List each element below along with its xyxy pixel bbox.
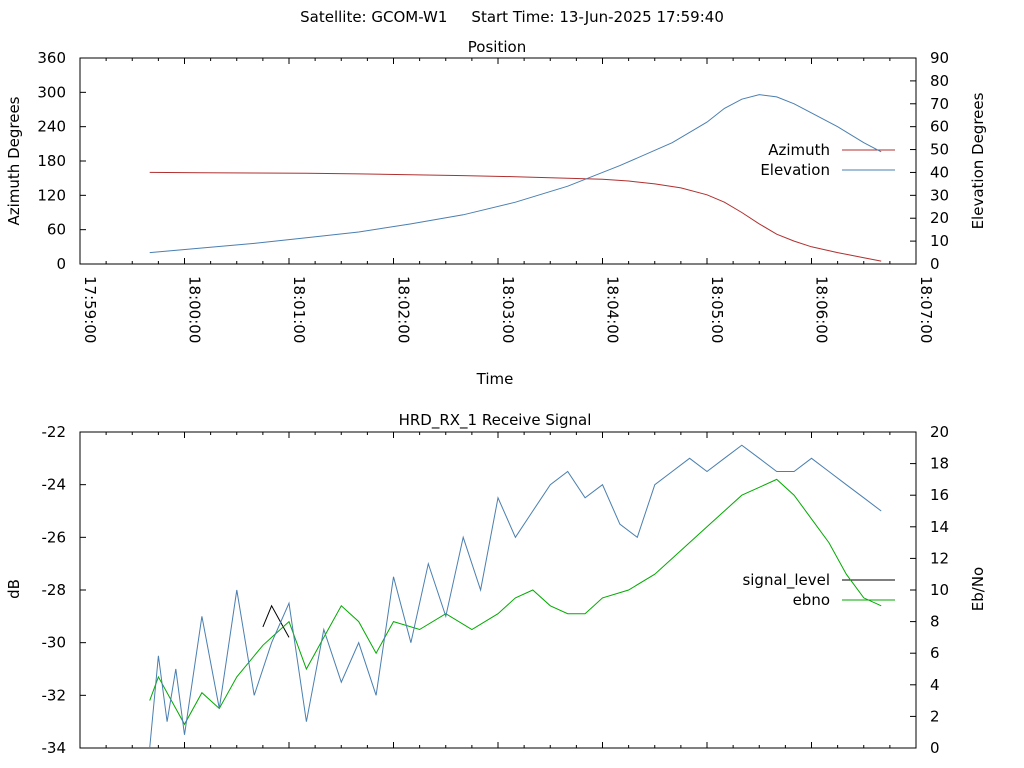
y2-tick-label: 10	[930, 581, 949, 599]
legend-label: Azimuth	[768, 141, 830, 159]
x-tick-label: 18:00:00	[186, 276, 204, 343]
x-tick-label: 18:01:00	[290, 276, 308, 343]
start-time-label: Start Time: 13-Jun-2025 17:59:40	[471, 8, 723, 26]
x-tick-label: 18:02:00	[395, 276, 413, 343]
legend-label: ebno	[793, 591, 830, 609]
y-tick-label: 120	[37, 186, 66, 204]
legend-label: Elevation	[760, 161, 830, 179]
y2-tick-label: 40	[930, 163, 949, 181]
y2-tick-label: 20	[930, 423, 949, 441]
plot-frame	[79, 431, 917, 749]
satellite-label: Satellite: GCOM-W1	[300, 8, 447, 26]
y-tick-label: 0	[56, 255, 66, 273]
y2-tick-label: 70	[930, 95, 949, 113]
x-tick-label: 18:04:00	[604, 276, 622, 343]
position-plot: 17:59:00 18:00:00 18:01:00 18:02:00 18:03:00…	[37, 49, 949, 343]
x-tick-label: 18:07:00	[917, 276, 935, 343]
position-x-axis-label: Time	[476, 370, 514, 388]
position-chart: Position Time Azimuth Degrees Elevation …	[5, 38, 987, 388]
position-y2-axis-label: Elevation Degrees	[969, 92, 987, 229]
y2-tick-label: 2	[930, 707, 940, 725]
y2-tick-label: 20	[930, 209, 949, 227]
y2-tick-label: 6	[930, 644, 940, 662]
y-tick-label: -24	[42, 476, 67, 494]
y-tick-label: 180	[37, 152, 66, 170]
series-line	[149, 478, 882, 726]
signal-chart: HRD_RX_1 Receive Signal dB Eb/No -34-32-…	[5, 411, 987, 757]
x-tick-label: 18:06:00	[813, 276, 831, 343]
y2-tick-label: 10	[930, 232, 949, 250]
y2-tick-label: 50	[930, 141, 949, 159]
position-chart-title: Position	[468, 38, 526, 56]
signal-plot: -34 -32 -30 -28 -26 -24 -22 0 2 4 6 8 10 12 14 16 18 20 si…	[42, 423, 950, 757]
series-line	[149, 444, 882, 749]
y2-tick-label: 8	[930, 613, 940, 631]
y2-tick-label: 14	[930, 518, 949, 536]
signal-y-axis-label: dB	[5, 579, 23, 599]
y-tick-label: 300	[37, 83, 66, 101]
signal-chart-title: HRD_RX_1 Receive Signal	[399, 411, 592, 430]
y2-tick-label: 90	[930, 49, 949, 67]
y-tick-label: -28	[42, 581, 67, 599]
y-tick-label: 60	[47, 221, 66, 239]
x-tick-label: 18:03:00	[499, 276, 517, 343]
y-tick-label: -26	[42, 528, 67, 546]
series-line	[262, 604, 290, 638]
y-tick-label: -34	[42, 739, 67, 757]
y2-tick-label: 0	[930, 255, 940, 273]
x-tick-label: 17:59:00	[81, 276, 99, 343]
y2-tick-label: 18	[930, 455, 949, 473]
y-tick-label: 360	[37, 49, 66, 67]
y-tick-label: -22	[42, 423, 67, 441]
legend-label: signal_level	[742, 571, 830, 590]
series-line	[149, 171, 882, 262]
y2-tick-label: 0	[930, 739, 940, 757]
y2-tick-label: 16	[930, 486, 949, 504]
y2-tick-label: 12	[930, 549, 949, 567]
position-y-axis-label: Azimuth Degrees	[5, 96, 23, 225]
y2-tick-label: 60	[930, 118, 949, 136]
header-title: Satellite: GCOM-W1 Start Time: 13-Jun-202…	[300, 8, 724, 26]
y2-tick-label: 80	[930, 72, 949, 90]
signal-y2-axis-label: Eb/No	[969, 567, 987, 611]
y2-tick-label: 30	[930, 186, 949, 204]
x-tick-label: 18:05:00	[708, 276, 726, 343]
y-tick-label: -32	[42, 686, 67, 704]
series-line	[149, 94, 882, 254]
y-tick-label: 240	[37, 118, 66, 136]
y2-tick-label: 4	[930, 676, 940, 694]
y-tick-label: -30	[42, 634, 67, 652]
